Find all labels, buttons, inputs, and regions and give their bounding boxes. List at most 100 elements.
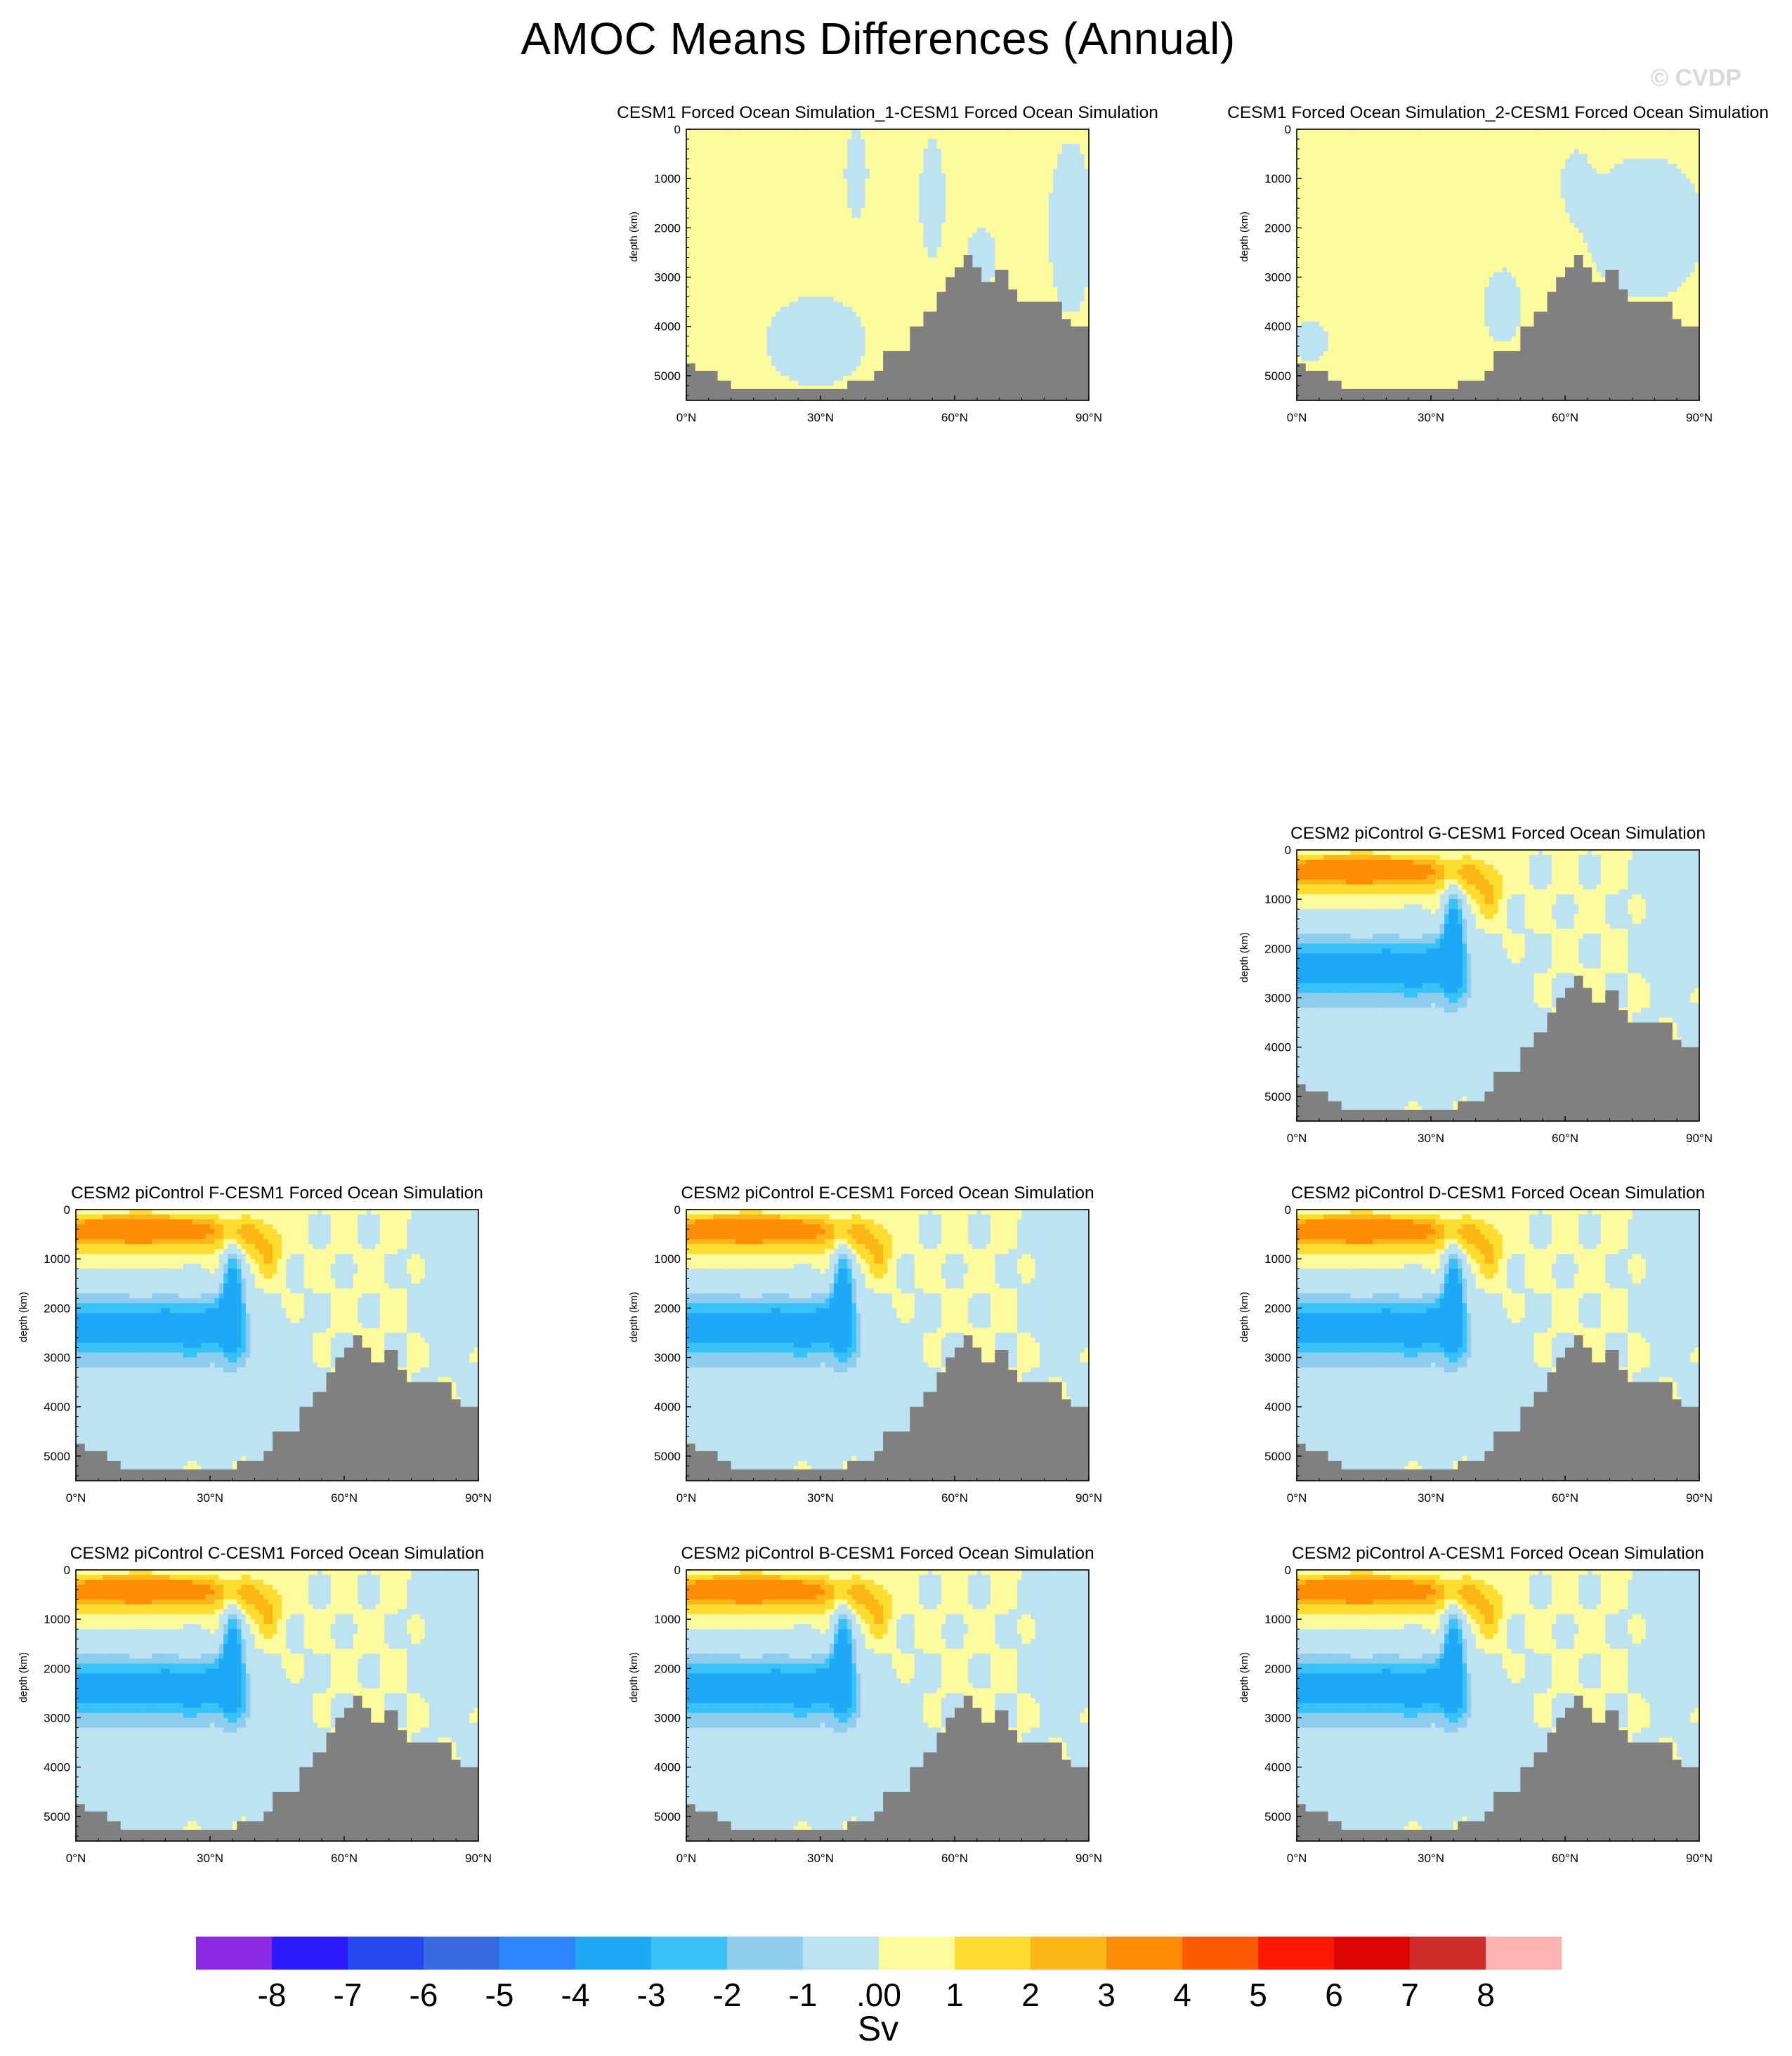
field-cell <box>1061 228 1067 233</box>
field-cell <box>726 228 732 233</box>
field-cell <box>927 169 933 174</box>
field-cell <box>923 188 929 194</box>
field-cell <box>856 351 861 357</box>
field-cell <box>731 287 736 293</box>
field-cell <box>785 282 790 288</box>
field-cell <box>820 188 825 194</box>
field-cell <box>717 311 723 317</box>
field-cell <box>793 218 799 223</box>
field-cell <box>735 370 740 377</box>
field-cell <box>883 228 889 233</box>
field-cell <box>1053 262 1059 268</box>
field-cell <box>1008 139 1014 145</box>
field-cell <box>1004 164 1009 169</box>
field-cell <box>901 173 906 179</box>
field-cell <box>874 139 879 145</box>
field-cell <box>883 188 889 194</box>
field-cell <box>856 198 861 204</box>
field-cell <box>1075 183 1080 189</box>
field-cell <box>789 257 794 263</box>
field-cell <box>776 321 781 327</box>
field-cell <box>972 149 978 155</box>
field-cell <box>995 173 1000 179</box>
field-cell <box>1080 183 1085 189</box>
field-cell <box>1048 282 1054 288</box>
field-cell <box>789 193 794 199</box>
field-cell <box>847 233 853 238</box>
field-cell <box>847 296 853 303</box>
field-cell <box>1017 287 1023 293</box>
field-cell <box>847 193 853 199</box>
field-cell <box>816 385 821 391</box>
field-cell <box>704 198 709 204</box>
field-cell <box>771 321 776 327</box>
field-cell <box>766 149 772 155</box>
field-cell <box>1080 134 1085 140</box>
field-cell <box>865 351 870 357</box>
field-cell <box>1080 208 1085 214</box>
field-cell <box>735 385 740 391</box>
field-cell <box>820 144 825 150</box>
field-cell <box>896 198 902 204</box>
field-cell <box>1035 134 1040 140</box>
field-cell <box>757 233 763 238</box>
field-cell <box>780 242 785 249</box>
field-cell <box>1031 213 1036 218</box>
field-cell <box>771 183 776 189</box>
field-cell <box>1075 149 1080 155</box>
field-cell <box>1057 267 1063 273</box>
field-cell <box>744 159 750 164</box>
field-cell <box>1075 164 1080 169</box>
field-cell <box>1061 306 1067 313</box>
field-cell <box>829 203 835 209</box>
field-cell <box>735 287 740 293</box>
field-cell <box>963 228 969 233</box>
field-cell <box>941 164 946 169</box>
field-cell <box>950 129 955 135</box>
field-cell <box>847 370 853 377</box>
field-cell <box>717 370 723 377</box>
field-cell <box>806 144 812 150</box>
field-cell <box>1044 169 1049 174</box>
field-cell <box>776 237 781 244</box>
field-cell <box>708 346 714 352</box>
field-cell <box>927 247 933 254</box>
field-cell <box>865 228 870 233</box>
field-cell <box>731 198 736 204</box>
field-cell <box>735 346 740 352</box>
field-cell <box>816 321 821 327</box>
field-cell <box>700 242 705 249</box>
field-cell <box>771 375 776 381</box>
field-cell <box>865 262 870 268</box>
field-cell <box>713 321 719 327</box>
field-cell <box>972 154 978 159</box>
field-cell <box>1084 267 1090 273</box>
field-cell <box>1021 188 1027 194</box>
field-cell <box>986 203 991 209</box>
field-cell <box>842 282 848 288</box>
field-cell <box>735 208 740 214</box>
field-cell <box>820 380 825 386</box>
field-cell <box>901 144 906 150</box>
field-cell <box>789 149 794 155</box>
field-cell <box>780 208 785 214</box>
field-cell <box>1053 292 1059 298</box>
field-cell <box>686 154 691 159</box>
field-cell <box>695 282 700 288</box>
field-cell <box>1026 159 1031 164</box>
field-cell <box>891 316 897 322</box>
y-tick-label: 1000 <box>654 172 681 185</box>
field-cell <box>1004 169 1009 174</box>
field-cell <box>914 301 920 308</box>
field-cell <box>802 326 808 332</box>
field-cell <box>802 242 808 249</box>
field-cell <box>887 208 893 214</box>
field-cell <box>686 198 691 204</box>
field-cell <box>771 341 776 347</box>
field-cell <box>955 149 960 155</box>
field-cell <box>1084 272 1090 278</box>
field-cell <box>910 296 915 303</box>
field-cell <box>887 316 893 322</box>
field-cell <box>927 208 933 214</box>
field-cell <box>901 198 906 204</box>
